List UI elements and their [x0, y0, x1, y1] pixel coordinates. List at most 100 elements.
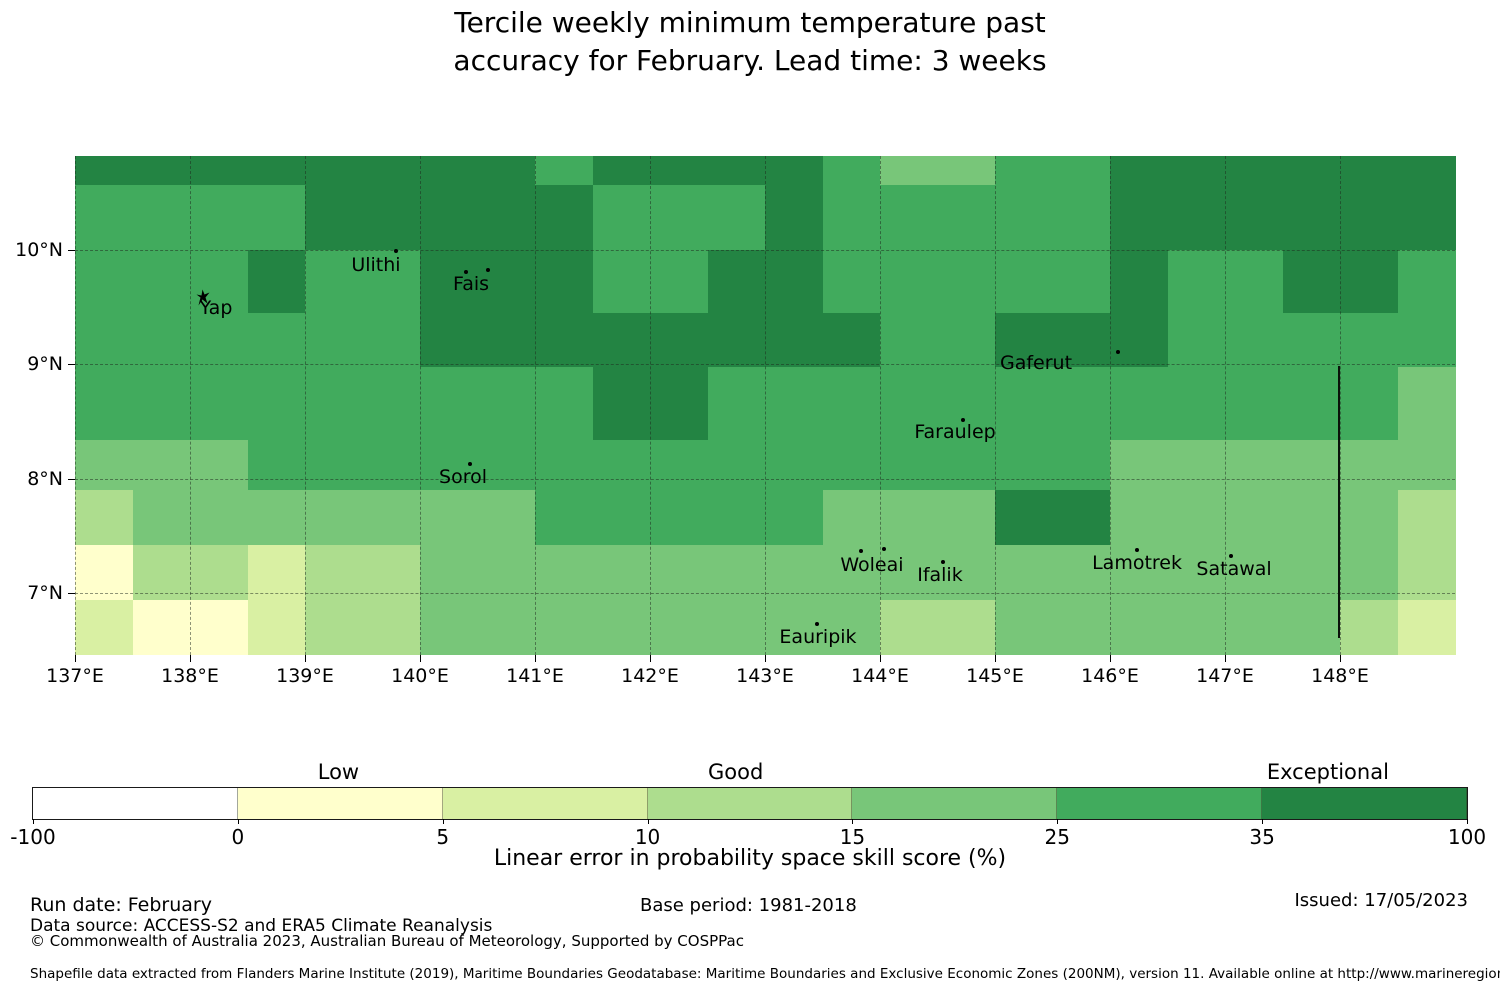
map-cell: [247, 184, 306, 251]
map-cell: [362, 366, 421, 441]
map-cell: [765, 156, 824, 186]
map-cell: [1225, 600, 1284, 656]
longitude-gridline: [650, 156, 651, 655]
map-cell: [995, 312, 1054, 368]
map-cell: [305, 250, 364, 314]
map-cell: [995, 250, 1054, 314]
footer-issued-date: Issued: 17/05/2023: [1294, 890, 1468, 911]
map-cell: [1282, 439, 1341, 491]
map-cell: [132, 156, 191, 186]
x-axis-tick-label: 148°E: [1311, 665, 1369, 687]
colorbar: -100 0 5 10 15 25 35 100 Low Good Exceptional: [10, 760, 1486, 849]
map-cell: [1397, 156, 1456, 186]
map-cell: [707, 600, 766, 656]
island-label-satawal: Satawal: [1196, 558, 1272, 581]
colorbar-segment: [852, 788, 1058, 819]
map-cell: [420, 366, 479, 441]
x-axis-tick-label: 144°E: [851, 665, 909, 687]
latitude-gridline: [75, 249, 1455, 251]
colorbar-tick: [442, 819, 444, 824]
map-cell: [1397, 366, 1456, 441]
x-axis-tick: [765, 655, 766, 662]
longitude-gridline: [75, 156, 76, 655]
map-cell: [362, 489, 421, 546]
map-cell: [822, 250, 881, 314]
map-cell: [132, 184, 191, 251]
island-label-gaferut: Gaferut: [1000, 351, 1073, 374]
map-cell: [362, 312, 421, 368]
map-cell: [190, 600, 249, 656]
map-cell: [1225, 250, 1284, 314]
map-cell: [707, 545, 766, 601]
longitude-gridline: [535, 156, 536, 655]
map-cell: [190, 545, 249, 601]
map-cell: [1225, 366, 1284, 441]
map-cell: [1110, 489, 1169, 546]
map-cell: [1397, 489, 1456, 546]
map-cell: [477, 545, 536, 601]
x-axis-tick: [1340, 655, 1341, 662]
map-cell: [995, 439, 1054, 491]
map-cell: [995, 156, 1054, 186]
map-cell: [1110, 366, 1169, 441]
map-cell: [362, 545, 421, 601]
map-cell: [592, 439, 651, 491]
map-cell: [765, 439, 824, 491]
map-cell: [247, 545, 306, 601]
map-cell: [1167, 366, 1226, 441]
x-axis-tick-label: 143°E: [736, 665, 794, 687]
map-cell: [822, 439, 881, 491]
map-cell: [937, 184, 996, 251]
island-label-yap: Yap: [199, 296, 233, 319]
map-cell: [1225, 156, 1284, 186]
colorbar-tick-label: 15: [839, 825, 866, 849]
map-cell: [880, 156, 939, 186]
map-cell: [707, 489, 766, 546]
x-axis-tick: [650, 655, 651, 662]
x-axis-tick: [420, 655, 421, 662]
map-cell: [132, 600, 191, 656]
map-cell: [1397, 439, 1456, 491]
map-cell: [1340, 366, 1399, 441]
map-cell: [765, 250, 824, 314]
map-cell: [1167, 600, 1226, 656]
colorbar-category-good: Good: [708, 760, 764, 784]
map-cell: [650, 312, 709, 368]
map-cell: [880, 545, 939, 601]
footer-data-source: Data source: ACCESS-S2 and ERA5 Climate …: [30, 916, 493, 936]
longitude-gridline: [305, 156, 306, 655]
map-cell: [535, 439, 594, 491]
map-cell: [880, 439, 939, 491]
footer-shapefile-note: Shapefile data extracted from Flanders M…: [30, 966, 1500, 982]
map-cell: [1340, 545, 1399, 601]
map-cell: [1052, 156, 1111, 186]
map-cell: [1052, 250, 1111, 314]
map-cell: [1052, 545, 1111, 601]
map-cell: [937, 600, 996, 656]
map-cell: [822, 489, 881, 546]
map-cell: [995, 545, 1054, 601]
map-cell: [477, 439, 536, 491]
map-cell: [1225, 489, 1284, 546]
map-cell: [765, 489, 824, 546]
x-axis-tick-label: 139°E: [276, 665, 334, 687]
map-cell: [190, 184, 249, 251]
map-cell: [1167, 250, 1226, 314]
map-cell: [190, 489, 249, 546]
y-axis-tick-label: 9°N: [27, 353, 63, 376]
map-cell: [247, 600, 306, 656]
colorbar-tick-label: 35: [1249, 825, 1275, 849]
map-cell: [1282, 312, 1341, 368]
map-cell: [707, 439, 766, 491]
x-axis-tick-label: 141°E: [506, 665, 564, 687]
colorbar-tick-label: 5: [436, 825, 450, 849]
island-dot: [464, 269, 469, 274]
map-cell: [1052, 439, 1111, 491]
map-cell: [592, 366, 651, 441]
map-cell: [362, 600, 421, 656]
x-axis-tick: [995, 655, 996, 662]
map-cell: [937, 439, 996, 491]
map-cell: [592, 545, 651, 601]
colorbar-segment: [442, 788, 648, 819]
